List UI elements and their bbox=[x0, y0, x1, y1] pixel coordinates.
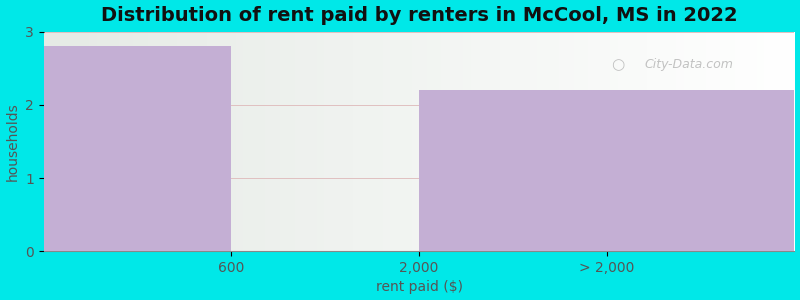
Text: City-Data.com: City-Data.com bbox=[644, 58, 733, 71]
Title: Distribution of rent paid by renters in McCool, MS in 2022: Distribution of rent paid by renters in … bbox=[101, 6, 738, 25]
Bar bbox=[44, 46, 231, 251]
Bar bbox=[419, 90, 794, 251]
Y-axis label: households: households bbox=[6, 102, 19, 181]
X-axis label: rent paid ($): rent paid ($) bbox=[375, 280, 462, 294]
Text: ○: ○ bbox=[611, 57, 625, 72]
